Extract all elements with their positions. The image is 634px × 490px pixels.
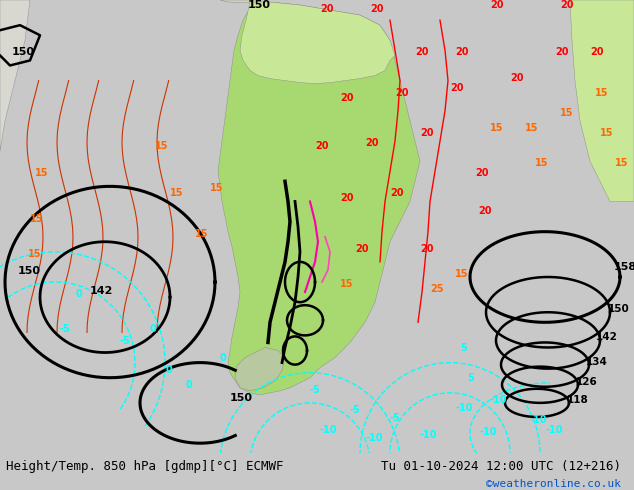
Polygon shape — [220, 0, 260, 5]
Text: 150: 150 — [230, 393, 253, 403]
Text: 20: 20 — [590, 48, 604, 57]
Text: -10: -10 — [480, 427, 498, 437]
Text: 20: 20 — [355, 244, 368, 254]
Text: 15: 15 — [490, 123, 503, 133]
Text: 20: 20 — [560, 0, 574, 10]
Text: 15: 15 — [30, 214, 44, 223]
Text: -5: -5 — [350, 405, 361, 415]
Text: 20: 20 — [490, 0, 503, 10]
Text: 0: 0 — [220, 353, 227, 363]
Polygon shape — [570, 0, 634, 201]
Text: 15: 15 — [560, 108, 574, 118]
Text: 20: 20 — [478, 205, 491, 216]
Text: 20: 20 — [455, 48, 469, 57]
Text: 15: 15 — [455, 269, 469, 279]
Text: -10: -10 — [320, 425, 337, 435]
Text: -5: -5 — [120, 337, 131, 346]
Text: 20: 20 — [510, 73, 524, 83]
Text: 20: 20 — [395, 88, 408, 98]
Text: -5: -5 — [60, 324, 71, 334]
Text: 20: 20 — [340, 93, 354, 103]
Text: 15: 15 — [615, 158, 628, 168]
Polygon shape — [218, 2, 420, 395]
Text: -5: -5 — [310, 385, 321, 395]
Text: 150: 150 — [18, 266, 41, 276]
Text: 0: 0 — [165, 365, 172, 375]
Text: 20: 20 — [370, 4, 384, 14]
Text: 20: 20 — [420, 244, 434, 254]
Text: 0: 0 — [75, 289, 82, 299]
Text: 20: 20 — [390, 189, 403, 198]
Text: -5: -5 — [390, 413, 401, 423]
Text: 150: 150 — [248, 0, 271, 10]
Text: -10: -10 — [530, 415, 548, 425]
Text: 20: 20 — [365, 138, 378, 148]
Text: 15: 15 — [28, 249, 41, 259]
Text: 15: 15 — [535, 158, 548, 168]
Text: 20: 20 — [340, 194, 354, 203]
Polygon shape — [310, 86, 330, 96]
Text: 20: 20 — [420, 128, 434, 138]
Text: 20: 20 — [315, 141, 328, 151]
Text: 150: 150 — [12, 48, 35, 57]
Text: 5: 5 — [467, 373, 474, 383]
Text: 126: 126 — [576, 377, 598, 387]
Text: 20: 20 — [555, 48, 569, 57]
Text: -10: -10 — [490, 395, 507, 405]
Text: 20: 20 — [415, 48, 429, 57]
Text: -10: -10 — [545, 425, 562, 435]
Text: 20: 20 — [475, 168, 489, 178]
Text: 20: 20 — [320, 4, 333, 14]
Text: Tu 01-10-2024 12:00 UTC (12+216): Tu 01-10-2024 12:00 UTC (12+216) — [381, 460, 621, 473]
Text: 15: 15 — [155, 141, 169, 151]
Text: 142: 142 — [596, 332, 618, 343]
Text: -10: -10 — [365, 433, 382, 443]
Text: 118: 118 — [567, 395, 589, 405]
Text: 15: 15 — [595, 88, 609, 98]
Text: 142: 142 — [90, 286, 113, 296]
Text: 15: 15 — [35, 168, 48, 178]
Text: 15: 15 — [600, 128, 614, 138]
Text: 0: 0 — [185, 380, 191, 390]
Text: 150: 150 — [608, 304, 630, 314]
Text: 15: 15 — [210, 183, 224, 194]
Text: 15: 15 — [340, 279, 354, 289]
Text: 15: 15 — [195, 229, 209, 239]
Text: ©weatheronline.co.uk: ©weatheronline.co.uk — [486, 480, 621, 490]
Polygon shape — [0, 0, 30, 151]
Text: 5: 5 — [460, 343, 467, 352]
Text: 134: 134 — [586, 357, 608, 367]
Text: 158: 158 — [614, 262, 634, 272]
Text: 15: 15 — [170, 189, 183, 198]
Text: -10: -10 — [455, 403, 472, 413]
Text: 0: 0 — [150, 324, 157, 334]
Text: Height/Temp. 850 hPa [gdmp][°C] ECMWF: Height/Temp. 850 hPa [gdmp][°C] ECMWF — [6, 460, 284, 473]
Text: 25: 25 — [430, 284, 444, 294]
Text: 15: 15 — [525, 123, 538, 133]
Polygon shape — [240, 2, 395, 84]
Polygon shape — [235, 347, 285, 391]
Text: -10: -10 — [420, 430, 437, 440]
Text: 20: 20 — [450, 83, 463, 93]
